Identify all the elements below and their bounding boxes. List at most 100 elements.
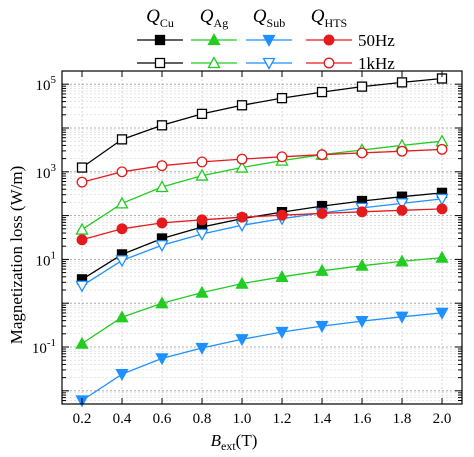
data-point-hts-1khz [356, 147, 368, 159]
data-point-sub-50hz [235, 334, 249, 347]
data-point-hts-50hz [196, 214, 208, 226]
x-axis-label: Bext(T) [211, 431, 258, 453]
series-group [75, 73, 449, 408]
y-tick-label: 105 [36, 74, 57, 94]
series-ag-50hz [75, 250, 449, 349]
data-point-hts-50hz [76, 234, 88, 246]
x-tick-label: 0.8 [193, 411, 212, 427]
legend-marker [262, 34, 276, 47]
data-point-ag-1khz [235, 160, 249, 173]
data-point-cu-1khz [396, 77, 408, 88]
x-tick-label: 0.2 [73, 411, 92, 427]
legend-marker [154, 57, 166, 69]
legend-label-1khz: 1kHz [358, 54, 395, 73]
data-point-sub-1khz [115, 255, 129, 268]
data-point-hts-50hz [316, 207, 328, 219]
data-point-sub-50hz [435, 307, 449, 320]
data-point-sub-50hz [355, 315, 369, 328]
data-point-cu-1khz [156, 120, 168, 131]
y-tick-label: 10-1 [32, 337, 56, 357]
data-point-sub-1khz [395, 198, 409, 211]
series-line-cu-1khz [81, 77, 443, 169]
data-point-ag-1khz [75, 222, 89, 235]
data-point-hts-50hz [396, 204, 408, 216]
legend-header-cu: QCu [146, 6, 174, 30]
legend-header-hts: QHTS [311, 6, 347, 30]
data-point-hts-1khz [276, 151, 288, 163]
data-point-hts-1khz [76, 176, 88, 188]
grid [62, 70, 462, 405]
series-hts-1khz [76, 143, 448, 188]
data-point-ag-50hz [355, 258, 369, 271]
data-point-hts-50hz [356, 206, 368, 218]
legend-header-sub: QSub [253, 6, 285, 30]
data-point-sub-50hz [155, 353, 169, 366]
series-hts-50hz [76, 203, 448, 246]
data-point-hts-1khz [396, 145, 408, 157]
data-point-sub-50hz [275, 326, 289, 339]
data-point-cu-1khz [76, 162, 88, 173]
series-line-ag-1khz [81, 140, 443, 231]
legend-marker [154, 34, 166, 46]
data-point-hts-1khz [436, 143, 448, 155]
data-point-hts-1khz [236, 153, 248, 165]
x-axis-label-main: B [211, 431, 222, 450]
x-axis-label-unit: (T) [236, 431, 258, 450]
data-point-hts-1khz [116, 166, 128, 178]
data-point-ag-50hz [395, 254, 409, 267]
data-point-sub-1khz [155, 240, 169, 253]
series-line-hts-50hz [81, 208, 443, 241]
x-tick-label: 1.0 [233, 411, 252, 427]
data-point-hts-50hz [436, 203, 448, 215]
x-axis-label-sub: ext [221, 439, 236, 453]
data-point-cu-1khz [196, 108, 208, 120]
data-point-hts-50hz [116, 223, 128, 235]
data-point-ag-1khz [195, 168, 209, 181]
series-line-sub-50hz [81, 312, 443, 402]
y-axis-label: Magnetization loss (W/m) [7, 166, 26, 344]
data-point-hts-1khz [316, 149, 328, 161]
data-point-ag-50hz [235, 276, 249, 289]
x-tick-label: 1.6 [353, 411, 372, 427]
y-tick-label: 101 [36, 249, 57, 269]
data-point-ag-1khz [115, 196, 129, 209]
x-tick-label: 1.2 [273, 411, 292, 427]
series-line-ag-50hz [81, 256, 443, 345]
data-point-ag-1khz [155, 180, 169, 193]
legend-marker [207, 56, 221, 69]
data-point-cu-1khz [316, 86, 328, 98]
data-point-ag-50hz [155, 296, 169, 309]
data-point-cu-1khz [236, 100, 248, 111]
legend-marker [262, 57, 276, 70]
series-line-cu-50hz [81, 192, 443, 280]
data-point-ag-50hz [275, 269, 289, 282]
series-line-hts-1khz [81, 148, 443, 183]
legend-marker [207, 33, 221, 46]
data-point-hts-1khz [156, 160, 168, 172]
data-point-sub-1khz [75, 280, 89, 293]
x-tick-label: 2.0 [433, 411, 452, 427]
series-cu-50hz [76, 187, 448, 285]
legend: QCu QAg QSub QHTS 50Hz 1kHz [137, 6, 395, 73]
series-cu-1khz [76, 73, 448, 173]
data-point-sub-50hz [195, 342, 209, 355]
legend-marker [323, 34, 335, 46]
data-point-sub-50hz [115, 369, 129, 382]
series-line-sub-1khz [81, 198, 443, 287]
data-point-cu-1khz [116, 134, 128, 145]
data-point-sub-50hz [395, 311, 409, 324]
data-point-cu-1khz [276, 92, 288, 104]
data-point-ag-50hz [315, 263, 329, 276]
data-point-cu-1khz [356, 81, 368, 92]
data-point-ag-50hz [115, 310, 129, 323]
y-tick-label: 103 [36, 162, 57, 182]
data-point-ag-50hz [195, 285, 209, 298]
data-point-hts-1khz [196, 156, 208, 168]
data-point-ag-50hz [75, 336, 89, 349]
x-tick-label: 1.8 [393, 411, 412, 427]
legend-marker [323, 57, 335, 69]
data-point-hts-50hz [236, 211, 248, 223]
ticks: 0.2 0.4 0.6 0.8 1.0 1.2 1.4 1.6 1.8 2.0 10-1 101 103… [32, 70, 462, 427]
legend-header-ag: QAg [200, 6, 228, 30]
